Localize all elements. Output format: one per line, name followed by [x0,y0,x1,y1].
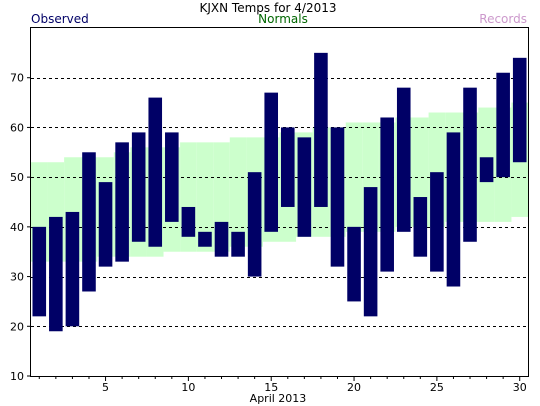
legend-normals: Normals [258,12,308,26]
observed-bar-day-2 [49,216,63,332]
x-tick-label-15: 15 [264,381,278,394]
observed-bar-day-26 [446,132,461,287]
chart-title: KJXN Temps for 4/2013 [200,1,337,15]
observed-bar-day-27 [463,87,477,242]
gridlines [31,78,528,327]
y-tick-label-70: 70 [10,72,24,85]
normal-range-day-20 [345,122,363,232]
observed-bar-day-1 [32,226,47,317]
normal-range-day-11 [196,142,214,252]
y-tick-label-20: 20 [10,320,24,333]
observed-bar-day-30 [512,57,527,163]
observed-bar-day-7 [131,132,146,242]
observed-bar-day-13 [231,231,245,257]
observed-bar-day-23 [396,87,411,232]
observed-bar-day-12 [214,221,229,257]
y-tick-label-30: 30 [10,271,24,284]
observed-bar-day-11 [198,231,212,247]
observed-bar-day-5 [98,182,113,267]
y-tick-label-40: 40 [10,221,24,234]
observed-bar-day-17 [297,137,312,237]
observed-bar-day-29 [496,72,510,178]
x-axis-label: April 2013 [250,392,307,405]
observed-bar-day-22 [380,117,394,272]
observed-bar-day-10 [181,206,196,237]
legend-records: Records [479,12,527,26]
observed-bar-day-6 [115,142,129,262]
observed-bar-day-25 [430,172,444,272]
observed-bar-day-9 [165,132,179,222]
observed-bar-day-8 [148,97,163,247]
observed-bar-day-18 [314,52,328,207]
x-tick-label-10: 10 [181,381,195,394]
plot-frame [30,27,529,377]
observed-bar-day-19 [330,127,345,267]
legend-observed: Observed [31,12,89,26]
x-tick-label-20: 20 [347,381,361,394]
observed-bar-day-4 [82,152,96,292]
observed-bar-day-3 [65,211,80,327]
y-tick-label-10: 10 [10,370,24,383]
observed-bar-day-14 [247,172,262,277]
x-axis-ticks: 5 10 15 20 25 30 [38,376,527,394]
observed-bar-day-15 [264,92,279,232]
y-tick-label-50: 50 [10,171,24,184]
y-axis-ticks: 10 20 30 40 50 60 70 [10,72,31,383]
x-tick-label-25: 25 [430,381,444,394]
observed-bar-day-21 [363,187,378,317]
observed-bar-day-24 [413,197,428,257]
observed-bar-day-28 [479,157,494,183]
normal-range-day-13 [229,137,247,247]
observed-bars [32,52,527,332]
observed-bar-day-16 [280,127,295,207]
x-tick-label-30: 30 [513,381,527,394]
y-tick-label-60: 60 [10,121,24,134]
observed-bar-day-20 [347,226,361,302]
x-tick-label-5: 5 [102,381,109,394]
